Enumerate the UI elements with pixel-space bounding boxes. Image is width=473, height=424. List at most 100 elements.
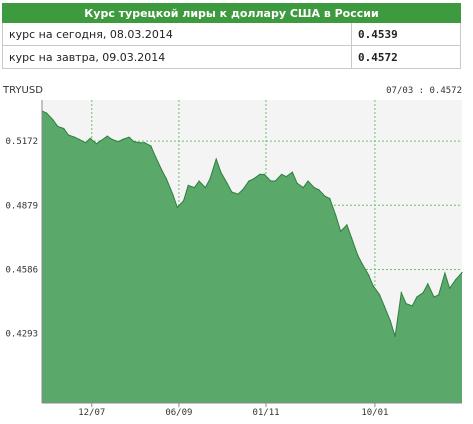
data-point bbox=[209, 178, 211, 180]
data-point bbox=[74, 136, 76, 138]
data-point bbox=[63, 127, 65, 130]
data-point bbox=[427, 283, 429, 285]
y-tick-label: 0.4586 bbox=[5, 265, 38, 275]
rate-chart: 0.5172 0.4879 0.4586 0.4293 12/07 06/09 01/11 1… bbox=[0, 84, 473, 424]
data-point bbox=[372, 285, 374, 287]
data-point bbox=[165, 178, 167, 180]
series-line bbox=[41, 110, 463, 337]
data-point bbox=[52, 119, 54, 121]
data-point bbox=[100, 139, 102, 142]
data-point bbox=[285, 176, 287, 178]
exchange-rate-table: Курс турецкой лиры к доллару США в Росси… bbox=[2, 3, 461, 69]
data-point bbox=[340, 230, 342, 232]
data-point bbox=[231, 191, 233, 193]
chart-last-label: 07/03 : 0.4572 bbox=[386, 86, 462, 96]
data-point bbox=[111, 138, 113, 140]
data-point bbox=[183, 200, 185, 202]
data-point bbox=[405, 303, 407, 305]
x-tick-label: 01/11 bbox=[252, 408, 279, 418]
data-point bbox=[449, 287, 451, 289]
x-tick-label: 12/07 bbox=[78, 408, 105, 418]
y-tick-label: 0.4879 bbox=[5, 201, 38, 211]
data-point bbox=[307, 180, 309, 182]
data-point bbox=[155, 156, 157, 158]
data-point bbox=[281, 173, 283, 175]
data-point bbox=[324, 195, 326, 197]
data-point bbox=[259, 173, 261, 175]
data-point bbox=[46, 112, 48, 114]
data-point bbox=[193, 187, 195, 189]
data-point bbox=[383, 305, 385, 307]
data-point bbox=[237, 193, 239, 195]
data-point bbox=[176, 206, 178, 208]
data-point bbox=[444, 272, 446, 274]
rate-chart-svg: 0.5172 0.4879 0.4586 0.4293 12/07 06/09 01/11 1… bbox=[2, 85, 463, 418]
data-point bbox=[242, 189, 244, 191]
data-point bbox=[85, 142, 87, 144]
data-point bbox=[89, 137, 91, 139]
data-point bbox=[274, 180, 276, 182]
data-point bbox=[438, 294, 440, 296]
data-point bbox=[248, 180, 250, 182]
x-tick-label: 06/09 bbox=[165, 408, 192, 418]
data-point bbox=[150, 145, 152, 147]
data-point bbox=[144, 142, 146, 144]
rate-row-tomorrow: курс на завтра, 09.03.2014 0.4572 bbox=[2, 45, 461, 69]
data-point bbox=[133, 141, 135, 143]
data-point bbox=[313, 187, 315, 189]
data-point bbox=[416, 296, 418, 298]
data-point bbox=[394, 335, 396, 337]
data-point bbox=[172, 193, 174, 195]
y-tick-label: 0.5172 bbox=[5, 137, 38, 147]
data-point bbox=[335, 215, 337, 217]
data-point bbox=[187, 184, 189, 186]
data-point bbox=[226, 182, 228, 184]
data-point bbox=[433, 296, 435, 298]
data-point bbox=[302, 187, 304, 189]
data-point bbox=[357, 254, 359, 256]
rate-label-today: курс на сегодня, 08.03.2014 bbox=[2, 22, 352, 46]
tick-layer: 0.5172 0.4879 0.4586 0.4293 12/07 06/09 01/11 1… bbox=[5, 137, 388, 418]
data-point bbox=[291, 171, 293, 173]
data-point bbox=[204, 187, 206, 189]
data-point bbox=[215, 158, 217, 160]
data-point bbox=[117, 141, 119, 143]
data-point bbox=[422, 292, 424, 294]
data-point bbox=[67, 134, 69, 136]
data-point bbox=[95, 143, 97, 145]
rate-row-today: курс на сегодня, 08.03.2014 0.4539 bbox=[2, 22, 461, 46]
data-point bbox=[368, 274, 370, 276]
data-point bbox=[296, 182, 298, 184]
data-point bbox=[329, 197, 331, 200]
data-point bbox=[253, 178, 255, 180]
data-point bbox=[400, 292, 402, 294]
data-point bbox=[411, 305, 413, 307]
data-point bbox=[139, 142, 141, 144]
data-point bbox=[161, 169, 163, 171]
data-point bbox=[122, 138, 124, 140]
data-point bbox=[361, 263, 363, 265]
table-title: Курс турецкой лиры к доллару США в Росси… bbox=[2, 3, 461, 23]
data-point bbox=[263, 173, 265, 175]
data-point bbox=[220, 171, 222, 173]
data-point bbox=[128, 136, 130, 138]
rate-value-today: 0.4539 bbox=[351, 22, 461, 46]
data-point bbox=[351, 237, 353, 239]
data-point bbox=[106, 135, 108, 137]
area-layer bbox=[41, 110, 463, 404]
data-point bbox=[461, 271, 463, 274]
x-tick-label: 10/01 bbox=[361, 408, 388, 418]
data-point bbox=[346, 224, 348, 226]
data-point bbox=[389, 320, 391, 322]
data-point bbox=[455, 278, 457, 281]
series-area bbox=[42, 110, 462, 404]
data-point bbox=[379, 294, 381, 296]
data-point bbox=[57, 125, 59, 127]
data-point bbox=[78, 138, 80, 140]
y-tick-label: 0.4293 bbox=[5, 330, 38, 340]
data-point bbox=[270, 180, 272, 182]
rate-value-tomorrow: 0.4572 bbox=[351, 45, 461, 69]
chart-symbol: TRYUSD bbox=[2, 85, 43, 96]
data-point bbox=[198, 180, 200, 182]
rate-label-tomorrow: курс на завтра, 09.03.2014 bbox=[2, 45, 352, 69]
